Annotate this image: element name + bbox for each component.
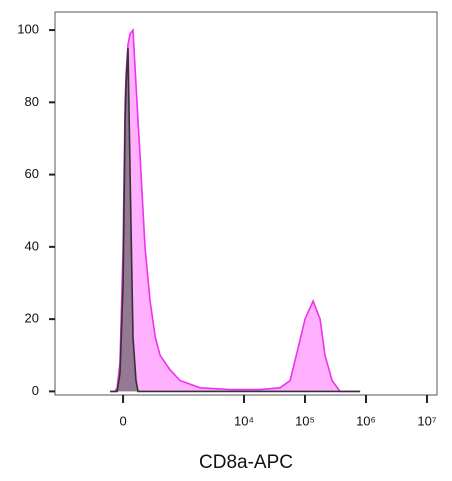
y-tick-label: 80 (25, 94, 39, 109)
y-tick-label: 100 (17, 22, 39, 37)
x-tick-label: 10⁷ (417, 413, 436, 428)
x-axis-title: CD8a-APC (199, 452, 293, 473)
y-tick-label: 0 (32, 383, 39, 398)
y-tick-label: 60 (25, 166, 39, 181)
x-tick-label: 10⁶ (356, 413, 376, 428)
histogram-line (110, 48, 361, 393)
y-tick-label: 20 (25, 311, 39, 326)
x-tick-label: 10⁵ (295, 413, 315, 428)
x-tick-label: 0 (119, 413, 126, 428)
x-tick-label: 10⁴ (234, 413, 254, 428)
plot-frame (54, 11, 438, 396)
histogram-fill (110, 30, 361, 392)
y-tick-label: 40 (25, 238, 39, 253)
